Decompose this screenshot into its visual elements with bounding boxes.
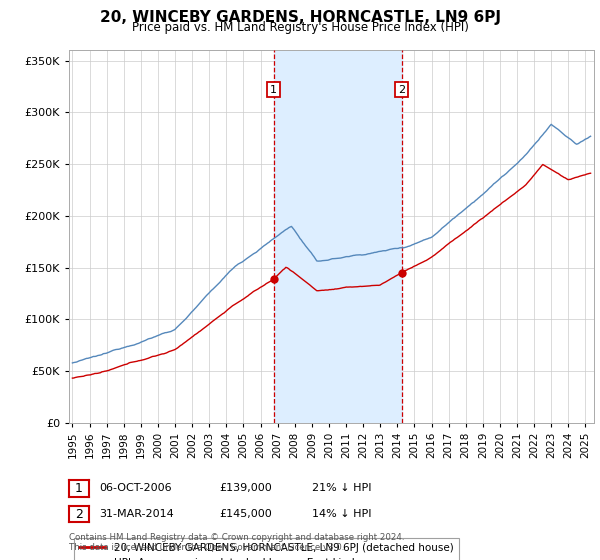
Text: 31-MAR-2014: 31-MAR-2014 xyxy=(99,509,174,519)
Text: 1: 1 xyxy=(270,85,277,95)
Text: 20, WINCEBY GARDENS, HORNCASTLE, LN9 6PJ: 20, WINCEBY GARDENS, HORNCASTLE, LN9 6PJ xyxy=(100,10,500,25)
Text: 21% ↓ HPI: 21% ↓ HPI xyxy=(312,483,371,493)
Bar xyxy=(274,50,401,423)
Text: Contains HM Land Registry data © Crown copyright and database right 2024.: Contains HM Land Registry data © Crown c… xyxy=(69,533,404,542)
Text: 14% ↓ HPI: 14% ↓ HPI xyxy=(312,509,371,519)
Text: 2: 2 xyxy=(398,85,405,95)
Text: £139,000: £139,000 xyxy=(219,483,272,493)
Text: £145,000: £145,000 xyxy=(219,509,272,519)
Text: 06-OCT-2006: 06-OCT-2006 xyxy=(99,483,172,493)
Text: Price paid vs. HM Land Registry's House Price Index (HPI): Price paid vs. HM Land Registry's House … xyxy=(131,21,469,34)
Legend: 20, WINCEBY GARDENS, HORNCASTLE, LN9 6PJ (detached house), HPI: Average price, d: 20, WINCEBY GARDENS, HORNCASTLE, LN9 6PJ… xyxy=(74,538,459,560)
Text: This data is licensed under the Open Government Licence v3.0.: This data is licensed under the Open Gov… xyxy=(69,543,344,552)
Text: 2: 2 xyxy=(75,507,83,521)
Text: 1: 1 xyxy=(75,482,83,495)
